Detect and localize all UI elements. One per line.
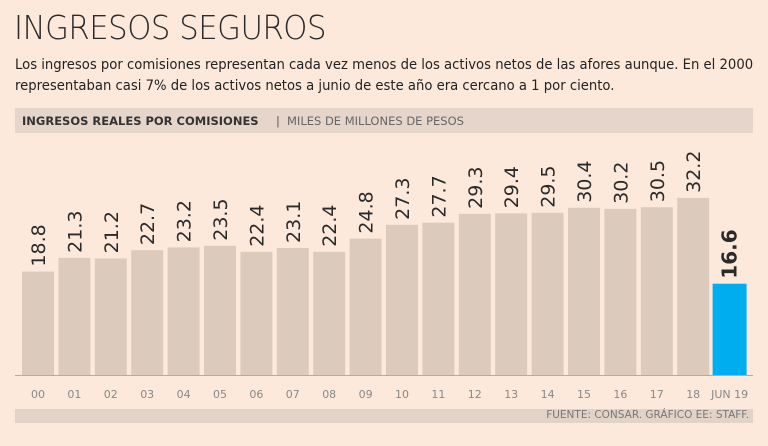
data-label: 30.2 [610,162,632,204]
x-tick-label: 00 [31,388,45,401]
bar [568,207,600,375]
bar [240,251,273,375]
source-note: FUENTE: CONSAR. GRÁFICO EE: STAFF. [546,409,749,421]
data-label: 27.3 [392,178,414,220]
source-band: FUENTE: CONSAR. GRÁFICO EE: STAFF. [15,409,753,423]
data-label: 24.8 [356,191,378,233]
data-label: 23.1 [283,201,305,243]
data-label: 30.4 [574,160,596,202]
x-tick-label: 08 [322,388,336,401]
bar [495,213,528,375]
x-tick-label: 12 [468,388,482,401]
data-label: 22.7 [137,203,159,245]
data-label: 22.4 [319,204,341,246]
x-tick-label: 05 [213,388,227,401]
x-tick-label: 07 [286,388,300,401]
bar [131,250,164,375]
bar [386,224,418,375]
data-label: 21.3 [64,211,86,253]
bar [604,208,637,375]
description: Los ingresos por comisiones representan … [15,57,754,94]
data-label: 18.8 [28,224,50,266]
x-tick-label: 15 [577,388,591,401]
x-tick-label: 11 [431,388,445,401]
x-tick-label: JUN 19 [710,388,748,401]
bar [204,245,236,375]
x-tick-label: 01 [67,388,81,401]
x-tick-label: 03 [140,388,154,401]
bar [422,222,455,375]
bar [349,238,382,375]
x-tick-label: 02 [104,388,118,401]
x-tick-label: 17 [650,388,664,401]
data-label: 23.5 [210,198,232,240]
data-label: 27.7 [428,175,450,217]
data-label: 29.5 [538,165,560,207]
x-tick-label: 09 [359,388,373,401]
x-tick-label: 04 [177,388,191,401]
bar [167,247,200,375]
x-tick-label: 18 [686,388,700,401]
data-label: 16.6 [718,229,742,278]
data-label: 21.2 [101,211,123,253]
bar [276,247,309,375]
x-tick-label: 16 [613,388,627,401]
data-label: 32.2 [683,151,705,193]
x-tick-label: 06 [249,388,263,401]
bar [712,283,747,375]
chart-subtitle-band: INGRESOS REALES POR COMISIONES | MILES D… [15,108,753,133]
data-label: 22.4 [246,204,268,246]
bar [22,271,54,375]
bar [94,258,127,375]
x-tick-label: 13 [504,388,518,401]
data-label: 29.3 [465,167,487,209]
bar [640,207,673,375]
data-label: 23.2 [174,200,196,242]
chart-unit: MILES DE MILLONES DE PESOS [287,114,464,128]
bar [458,213,491,375]
bar [677,197,710,375]
chart-title: INGRESOS REALES POR COMISIONES [22,114,259,128]
bar [531,212,564,375]
x-tick-label: 10 [395,388,409,401]
bar [313,251,346,375]
data-label: 29.4 [501,166,523,208]
x-tick-label: 14 [541,388,555,401]
bar [58,257,91,375]
page-title: INGRESOS SEGUROS [14,8,327,47]
separator: | [276,114,280,128]
data-label: 30.5 [647,160,669,202]
